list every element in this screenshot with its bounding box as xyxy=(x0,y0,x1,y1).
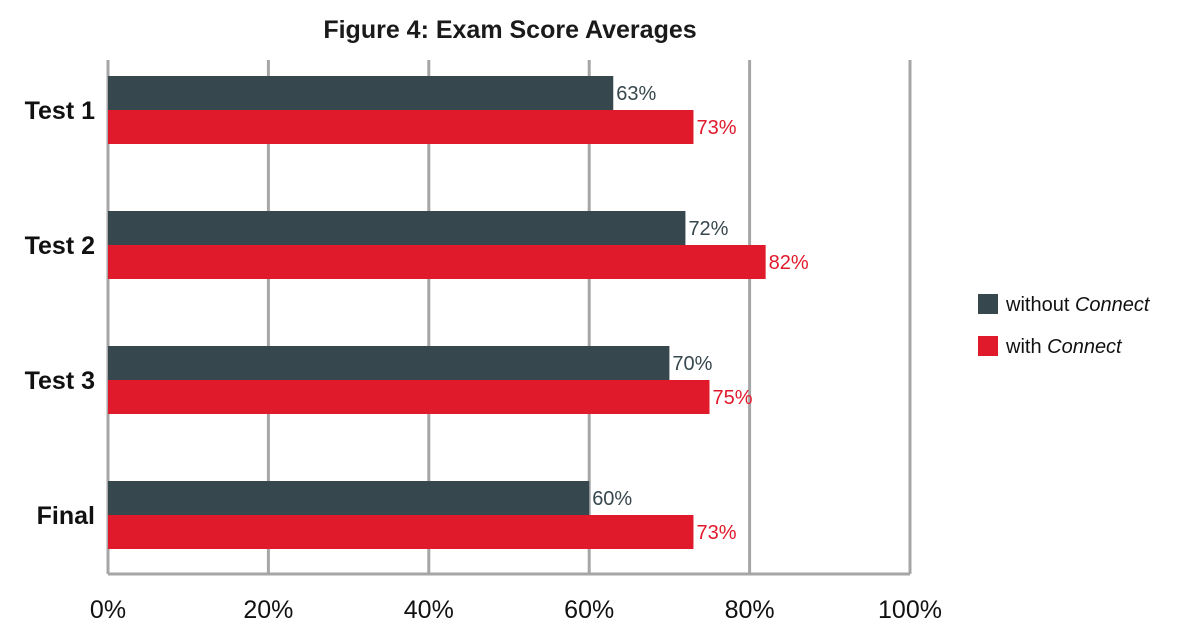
bar-without-connect xyxy=(108,211,686,245)
legend-swatch xyxy=(978,336,998,356)
chart-title: Figure 4: Exam Score Averages xyxy=(323,16,696,44)
bars xyxy=(108,76,766,549)
legend-label-prefix: without xyxy=(1005,294,1075,316)
x-tick-label: 0% xyxy=(90,596,126,624)
data-label: 63% xyxy=(616,83,656,105)
x-tick-label: 80% xyxy=(725,596,775,624)
bar-without-connect xyxy=(108,76,614,110)
bar-with-connect xyxy=(108,245,766,279)
data-label: 73% xyxy=(696,117,736,139)
bar-with-connect xyxy=(108,380,710,414)
data-label: 72% xyxy=(688,218,728,240)
data-label: 73% xyxy=(696,522,736,544)
category-label: Test 2 xyxy=(25,232,95,260)
x-tick-label: 60% xyxy=(564,596,614,624)
data-label: 75% xyxy=(713,387,753,409)
category-label: Test 1 xyxy=(25,97,95,125)
bar-without-connect xyxy=(108,346,670,380)
category-label: Final xyxy=(37,502,95,530)
data-label: 70% xyxy=(672,353,712,375)
data-label: 60% xyxy=(592,488,632,510)
legend-label: without Connect xyxy=(1005,294,1151,316)
x-axis-tick-labels: 0% 20% 40% 60% 80% 100% xyxy=(90,596,942,624)
x-tick-label: 40% xyxy=(404,596,454,624)
legend-label-emphasis: Connect xyxy=(1075,294,1151,316)
gridlines xyxy=(106,60,912,576)
category-labels: Test 1 Test 2 Test 3 Final xyxy=(25,97,95,530)
bar-with-connect xyxy=(108,110,694,144)
legend-label-prefix: with xyxy=(1005,336,1047,358)
category-label: Test 3 xyxy=(25,367,95,395)
bar-with-connect xyxy=(108,515,694,549)
legend-label-emphasis: Connect xyxy=(1047,336,1123,358)
legend-label: with Connect xyxy=(1005,336,1123,358)
x-tick-label: 20% xyxy=(243,596,293,624)
legend-swatch xyxy=(978,294,998,314)
data-labels: 63% 73% 72% 82% 70%75% 60% 73% xyxy=(592,83,809,544)
data-label: 82% xyxy=(769,252,809,274)
bar-without-connect xyxy=(108,481,590,515)
x-tick-label: 100% xyxy=(878,596,942,624)
